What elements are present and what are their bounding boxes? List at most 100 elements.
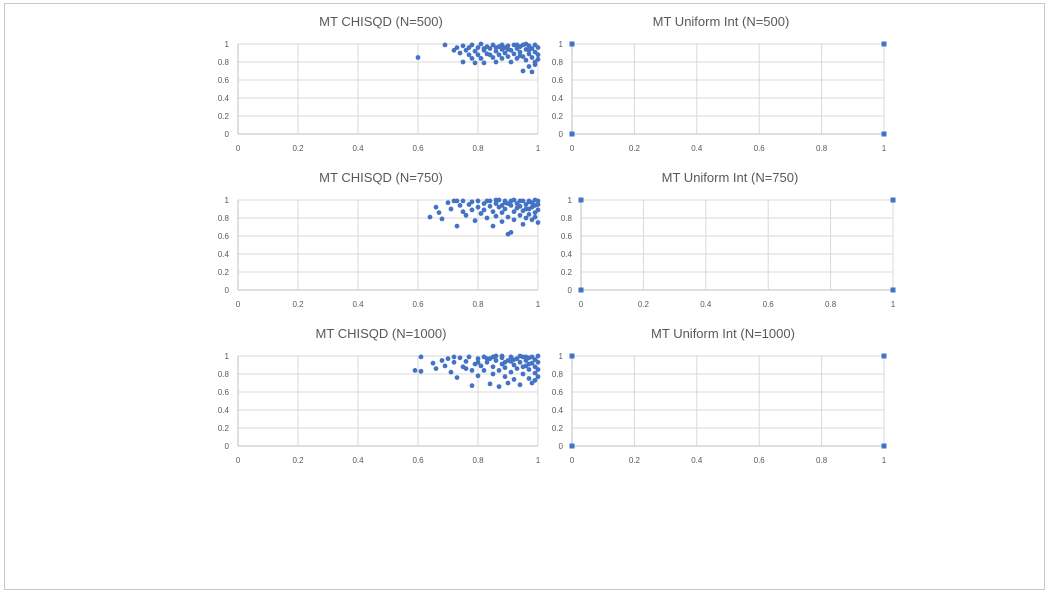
data-point xyxy=(569,41,575,47)
x-tick-label: 0.2 xyxy=(629,144,641,153)
chart-uniform-int-1000[interactable]: MT Uniform Int (N=1000) 0 0.2 0.4 0.6 0.8 1 0 0… xyxy=(552,326,887,465)
data-point xyxy=(478,363,484,369)
chart-sheet xyxy=(4,3,1045,590)
y-tick-label: 0 xyxy=(225,286,230,295)
y-tick-label: 0.8 xyxy=(552,370,564,379)
y-tick-label: 0.6 xyxy=(218,76,230,85)
data-point xyxy=(502,359,508,365)
y-tick-label: 1 xyxy=(568,196,573,205)
y-tick-label: 0.4 xyxy=(218,406,230,415)
x-tick-label: 0.8 xyxy=(816,144,828,153)
data-point xyxy=(475,356,481,362)
x-tick-label: 0.4 xyxy=(352,456,364,465)
data-point xyxy=(487,381,493,387)
chart-chisqd-750[interactable]: MT CHISQD (N=750) 0 0.2 0.4 0.6 0.8 1 0 0.2 0.4 0… xyxy=(218,170,541,309)
data-point xyxy=(439,358,445,363)
data-point xyxy=(508,59,514,65)
data-point xyxy=(505,201,511,207)
data-point xyxy=(436,210,442,216)
data-point xyxy=(469,368,475,373)
data-point xyxy=(451,354,457,360)
x-tick-label: 1 xyxy=(891,300,896,309)
x-tick-label: 0.4 xyxy=(352,300,364,309)
data-point xyxy=(481,46,487,51)
data-point xyxy=(502,365,508,371)
y-tick-label: 0.4 xyxy=(218,250,230,259)
x-tick-label: 0.6 xyxy=(754,456,766,465)
data-point xyxy=(532,62,538,68)
data-point xyxy=(526,64,532,69)
x-tick-label: 0 xyxy=(236,456,241,465)
data-point xyxy=(442,363,448,369)
data-point xyxy=(526,47,532,53)
data-point xyxy=(526,199,532,205)
data-point xyxy=(418,368,424,374)
data-point xyxy=(535,207,541,213)
data-point xyxy=(890,287,896,293)
chart-chisqd-1000[interactable]: MT CHISQD (N=1000) 0 0.2 0.4 0.6 0.8 1 0 0.2 0.4… xyxy=(218,326,541,465)
data-point xyxy=(454,45,460,50)
data-point xyxy=(490,364,496,370)
y-tick-label: 0 xyxy=(225,130,230,139)
data-point xyxy=(445,200,451,206)
data-point xyxy=(487,46,493,51)
x-tick-label: 0.2 xyxy=(638,300,650,309)
y-tick-label: 0.4 xyxy=(561,250,573,259)
data-point xyxy=(490,354,496,360)
data-point xyxy=(487,203,493,209)
data-point xyxy=(881,41,887,47)
data-point xyxy=(475,373,481,379)
data-point xyxy=(505,214,511,220)
data-point xyxy=(496,52,502,58)
data-point xyxy=(517,382,523,388)
y-tick-label: 0 xyxy=(559,130,564,139)
data-point xyxy=(448,369,454,375)
data-point xyxy=(484,356,490,362)
x-tick-label: 0 xyxy=(570,456,575,465)
y-tick-label: 0.8 xyxy=(218,370,230,379)
data-point xyxy=(460,209,466,215)
x-tick-label: 0.6 xyxy=(412,300,424,309)
x-tick-label: 0 xyxy=(570,144,575,153)
chart-title: MT Uniform Int (N=1000) xyxy=(651,326,795,341)
data-point xyxy=(415,55,421,60)
x-tick-label: 0.6 xyxy=(763,300,775,309)
chart-uniform-int-750[interactable]: MT Uniform Int (N=750) 0 0.2 0.4 0.6 0.8 1 0 0.… xyxy=(561,170,896,309)
data-point xyxy=(535,45,541,50)
y-tick-label: 0.2 xyxy=(552,112,564,121)
data-point xyxy=(505,47,511,52)
data-point xyxy=(433,204,439,210)
data-point xyxy=(448,206,454,212)
data-point xyxy=(475,45,481,50)
x-tick-label: 0 xyxy=(236,144,241,153)
data-point xyxy=(460,59,466,65)
chart-title: MT CHISQD (N=1000) xyxy=(316,326,447,341)
chart-chisqd-500[interactable]: MT CHISQD (N=500) 0 0.2 0.4 0.6 0.8 1 0 0.2 0.4 0… xyxy=(218,14,541,153)
data-point xyxy=(457,203,463,208)
data-point xyxy=(457,355,463,361)
y-tick-label: 0.2 xyxy=(218,112,230,121)
data-point xyxy=(493,201,499,207)
data-point xyxy=(454,223,460,229)
data-point xyxy=(442,42,448,48)
y-tick-label: 1 xyxy=(225,196,230,205)
data-point xyxy=(490,223,496,229)
data-point xyxy=(499,203,505,208)
data-point xyxy=(469,56,475,61)
chart-title: MT CHISQD (N=500) xyxy=(319,14,443,29)
y-tick-label: 1 xyxy=(225,352,230,361)
data-point xyxy=(463,212,469,218)
chart-uniform-int-500[interactable]: MT Uniform Int (N=500) 0 0.2 0.4 0.6 0.8 1 0 0.… xyxy=(552,14,887,153)
y-tick-label: 0 xyxy=(559,442,564,451)
data-point xyxy=(469,383,475,389)
data-point xyxy=(493,48,499,54)
x-tick-label: 1 xyxy=(536,300,541,309)
data-point xyxy=(454,375,460,380)
x-tick-label: 0.2 xyxy=(292,300,304,309)
data-point xyxy=(517,353,523,359)
y-tick-label: 0.4 xyxy=(218,94,230,103)
data-point xyxy=(529,69,535,75)
x-tick-label: 0.2 xyxy=(292,456,304,465)
x-tick-label: 0.8 xyxy=(472,144,484,153)
data-point xyxy=(523,206,529,212)
